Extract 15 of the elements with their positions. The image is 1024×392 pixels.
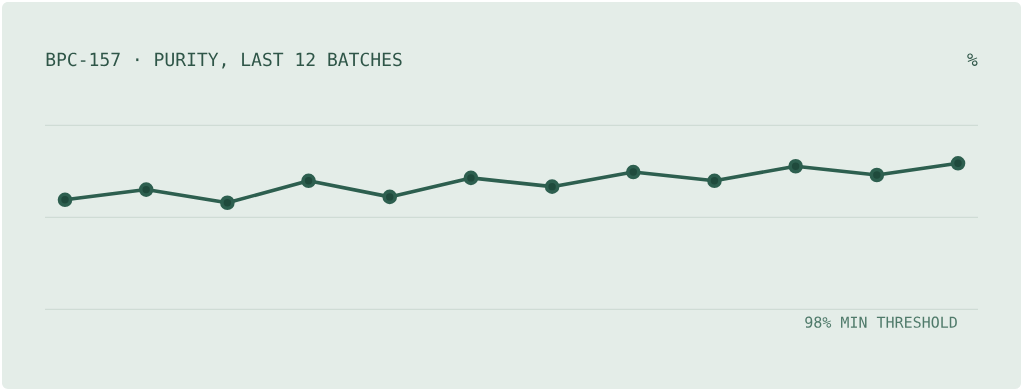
point: [301, 173, 316, 189]
text: %: [967, 53, 978, 66]
point: [463, 170, 479, 186]
point: [788, 158, 803, 174]
ref-line-label: 98% MIN THRESHOLD: [805, 316, 957, 328]
point: [869, 167, 885, 183]
point: [138, 182, 154, 197]
point: [382, 189, 398, 205]
point: [707, 173, 722, 189]
point: [220, 195, 235, 211]
point: [57, 192, 73, 208]
point: [950, 156, 966, 171]
chart-title: BPC-157 · PURITY, LAST 12 BATCHES: [46, 52, 402, 69]
point: [544, 179, 560, 194]
point: [625, 164, 641, 180]
